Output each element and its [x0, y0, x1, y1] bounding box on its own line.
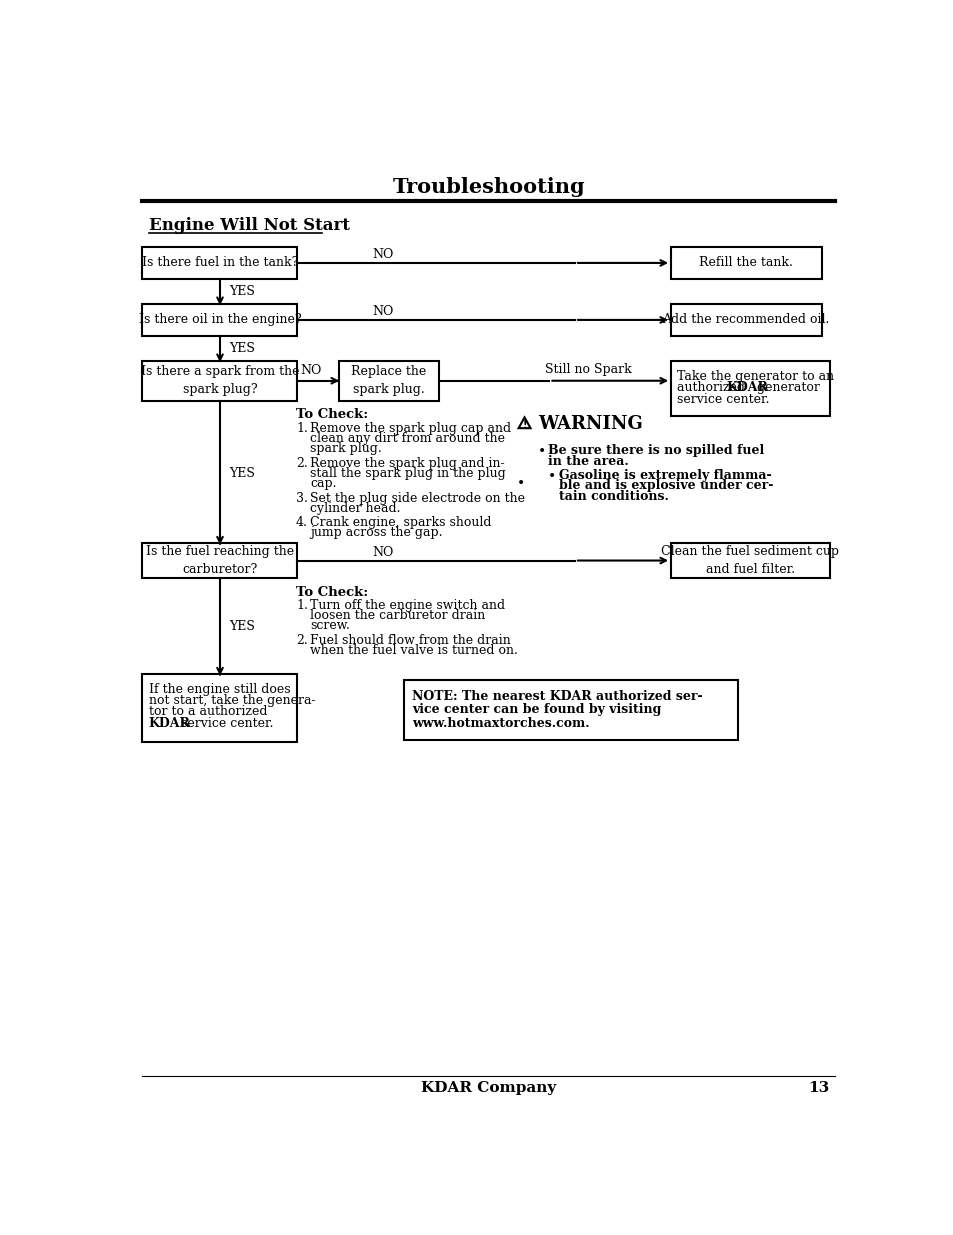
Text: Engine Will Not Start: Engine Will Not Start: [149, 216, 350, 233]
Text: jump across the gap.: jump across the gap.: [310, 526, 442, 540]
Text: loosen the carburetor drain: loosen the carburetor drain: [310, 609, 485, 622]
Text: Refill the tank.: Refill the tank.: [699, 257, 792, 269]
Text: cap.: cap.: [310, 477, 336, 490]
FancyBboxPatch shape: [142, 674, 297, 742]
Text: •: •: [537, 443, 545, 458]
FancyBboxPatch shape: [670, 361, 829, 416]
Text: YES: YES: [229, 285, 254, 298]
Text: Crank engine, sparks should: Crank engine, sparks should: [310, 516, 491, 530]
Text: tain conditions.: tain conditions.: [558, 490, 668, 503]
Text: NO: NO: [372, 248, 393, 261]
Text: •: •: [517, 477, 524, 490]
Text: www.hotmaxtorches.com.: www.hotmaxtorches.com.: [412, 718, 589, 730]
Text: 2.: 2.: [295, 634, 308, 647]
FancyBboxPatch shape: [404, 680, 737, 740]
Text: To Check:: To Check:: [295, 409, 368, 421]
Text: 2.: 2.: [295, 457, 308, 471]
Text: !: !: [522, 420, 526, 430]
Text: in the area.: in the area.: [547, 454, 628, 468]
Text: KDAR: KDAR: [149, 718, 191, 730]
Text: Remove the spark plug cap and: Remove the spark plug cap and: [310, 422, 511, 435]
Text: vice center can be found by visiting: vice center can be found by visiting: [412, 704, 660, 716]
Text: clean any dirt from around the: clean any dirt from around the: [310, 432, 504, 446]
Polygon shape: [518, 417, 530, 429]
Text: Turn off the engine switch and: Turn off the engine switch and: [310, 599, 504, 613]
FancyBboxPatch shape: [670, 543, 829, 578]
FancyBboxPatch shape: [670, 247, 821, 279]
Text: stall the spark plug in the plug: stall the spark plug in the plug: [310, 467, 505, 480]
Text: If the engine still does: If the engine still does: [149, 683, 290, 697]
Text: 4.: 4.: [295, 516, 308, 530]
Text: Take the generator to an: Take the generator to an: [677, 370, 834, 383]
Text: when the fuel valve is turned on.: when the fuel valve is turned on.: [310, 645, 517, 657]
Text: Is there fuel in the tank?: Is there fuel in the tank?: [142, 257, 298, 269]
Text: Still no Spark: Still no Spark: [544, 363, 631, 377]
Text: NO: NO: [372, 305, 393, 317]
Text: 13: 13: [807, 1081, 828, 1094]
Text: NOTE: The nearest KDAR authorized ser-: NOTE: The nearest KDAR authorized ser-: [412, 689, 702, 703]
Text: YES: YES: [229, 467, 254, 480]
Text: KDAR Company: KDAR Company: [421, 1081, 556, 1094]
FancyBboxPatch shape: [142, 543, 297, 578]
Text: Clean the fuel sediment cup
and fuel filter.: Clean the fuel sediment cup and fuel fil…: [660, 545, 839, 576]
Text: Set the plug side electrode on the: Set the plug side electrode on the: [310, 492, 524, 505]
Text: cylinder head.: cylinder head.: [310, 501, 400, 515]
Text: NO: NO: [300, 364, 322, 377]
Text: authorized: authorized: [677, 380, 748, 394]
FancyBboxPatch shape: [670, 304, 821, 336]
Text: WARNING: WARNING: [537, 415, 642, 432]
Text: Replace the
spark plug.: Replace the spark plug.: [351, 366, 426, 396]
Text: not start, take the genera-: not start, take the genera-: [149, 694, 315, 708]
Text: Gasoline is extremely flamma-: Gasoline is extremely flamma-: [558, 468, 770, 482]
Text: •: •: [547, 468, 556, 483]
Text: Is the fuel reaching the
carburetor?: Is the fuel reaching the carburetor?: [146, 545, 294, 576]
Text: NO: NO: [372, 546, 393, 558]
Text: tor to a authorized: tor to a authorized: [149, 705, 267, 718]
FancyBboxPatch shape: [142, 304, 297, 336]
Text: YES: YES: [229, 342, 254, 354]
Text: generator: generator: [753, 380, 820, 394]
FancyBboxPatch shape: [339, 361, 438, 401]
Text: Add the recommended oil.: Add the recommended oil.: [661, 314, 829, 326]
Text: Troubleshooting: Troubleshooting: [393, 177, 584, 196]
Text: To Check:: To Check:: [295, 585, 368, 599]
Text: KDAR: KDAR: [725, 380, 767, 394]
Text: spark plug.: spark plug.: [310, 442, 381, 456]
FancyBboxPatch shape: [142, 247, 297, 279]
Text: 3.: 3.: [295, 492, 308, 505]
Text: Is there a spark from the
spark plug?: Is there a spark from the spark plug?: [141, 366, 299, 396]
Text: Remove the spark plug and in-: Remove the spark plug and in-: [310, 457, 504, 471]
Text: Fuel should flow from the drain: Fuel should flow from the drain: [310, 634, 510, 647]
Text: ble and is explosive under cer-: ble and is explosive under cer-: [558, 479, 772, 493]
Text: service center.: service center.: [677, 393, 769, 406]
Text: YES: YES: [229, 620, 254, 632]
Text: 1.: 1.: [295, 422, 308, 435]
Text: Be sure there is no spilled fuel: Be sure there is no spilled fuel: [547, 443, 763, 457]
Text: screw.: screw.: [310, 620, 350, 632]
Text: Is there oil in the engine?: Is there oil in the engine?: [138, 314, 301, 326]
Text: service center.: service center.: [176, 718, 273, 730]
FancyBboxPatch shape: [142, 361, 297, 401]
Text: 1.: 1.: [295, 599, 308, 613]
